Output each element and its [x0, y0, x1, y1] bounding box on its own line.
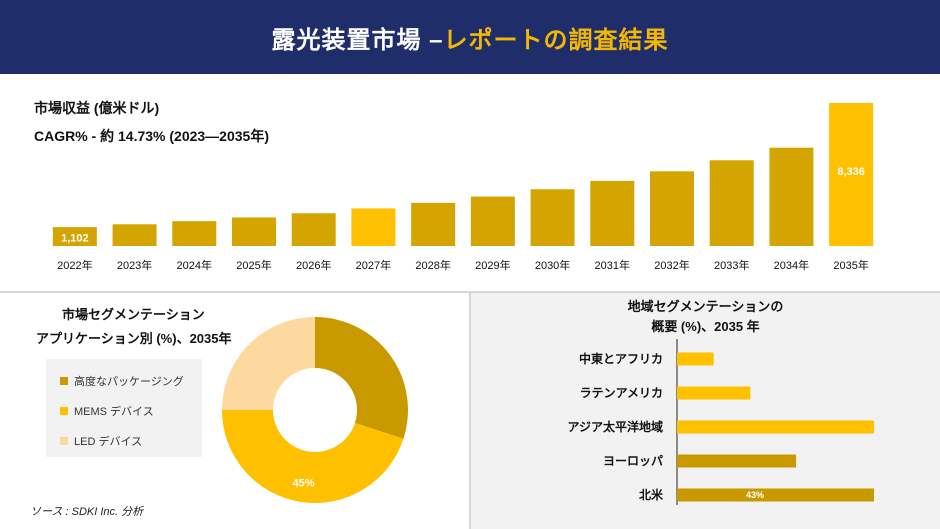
bar-2028年	[411, 202, 456, 246]
bar-data-label: 1,102	[61, 233, 89, 245]
bar-2030年	[530, 189, 575, 246]
bar-2031年	[590, 180, 635, 246]
legend-label: 高度なパッケージング	[74, 376, 184, 388]
bar-2023年	[112, 224, 157, 246]
legend-item-advanced-packaging: 高度なパッケージング	[60, 373, 184, 389]
region-title-line1: 地域セグメンテーションの	[627, 299, 784, 314]
legend-label: LED デバイス	[74, 436, 143, 448]
source-note: ソース : SDKI Inc. 分析	[30, 506, 144, 518]
bar-2035年	[829, 103, 874, 246]
legend-item-led: LED デバイス	[60, 433, 142, 449]
region-bar	[677, 352, 714, 366]
x-tick-label: 2022年	[57, 258, 92, 272]
x-tick-label: 2025年	[236, 258, 271, 272]
x-tick-label: 2031年	[595, 258, 630, 272]
bar-2034年	[769, 147, 814, 246]
x-tick-label: 2027年	[356, 258, 391, 272]
bar-data-label: 8,336	[837, 166, 865, 178]
region-bar	[677, 386, 751, 400]
legend-item-mems: MEMS デバイス	[60, 403, 154, 419]
page-title-accent: レポートの調査結果	[443, 26, 669, 54]
region-label: アジア太平洋地域	[567, 419, 663, 434]
region-label: 中東とアフリカ	[579, 351, 663, 366]
region-bar	[677, 488, 874, 502]
application-title-line2: アプリケーション別 (%)、2035年	[36, 331, 232, 346]
header-banner: 露光装置市場 – レポートの調査結果	[0, 0, 940, 74]
bar-2026年	[291, 213, 336, 246]
x-tick-label: 2034年	[774, 258, 809, 272]
horizontal-divider	[0, 291, 940, 293]
revenue-bar-chart: 2022年 1,102 2023年 2024年 2025年 2026年 2027年 2028年…	[52, 103, 874, 272]
region-bar	[677, 454, 797, 468]
page-title: 露光装置市場 –	[271, 26, 444, 54]
application-donut-chart: 45%	[222, 317, 408, 503]
region-bar	[677, 420, 874, 434]
region-label: ラテンアメリカ	[580, 386, 663, 400]
region-title-line2: 概要 (%)、2035 年	[651, 319, 760, 334]
x-tick-label: 2026年	[296, 258, 331, 272]
region-data-label: 43%	[746, 490, 764, 500]
x-tick-label: 2035年	[833, 258, 868, 272]
legend-swatch	[60, 407, 68, 415]
bar-2032年	[650, 171, 694, 246]
application-segment-panel: 市場セグメンテーション アプリケーション別 (%)、2035年 高度なパッケージ…	[0, 293, 469, 529]
region-segment-panel: 地域セグメンテーションの 概要 (%)、2035 年 中東とアフリカ ラテンアメリ…	[471, 293, 940, 529]
x-tick-label: 2024年	[177, 258, 212, 272]
x-tick-label: 2030年	[535, 258, 570, 272]
x-tick-label: 2028年	[415, 258, 450, 272]
bar-2027年	[351, 208, 396, 246]
cagr-text: CAGR% - 約 14.73% (2023—2035年)	[34, 128, 269, 144]
donut-slice	[315, 317, 408, 439]
region-label: ヨーロッパ	[603, 454, 663, 468]
slice-data-label: 45%	[292, 478, 314, 490]
legend-swatch	[60, 377, 68, 385]
legend-swatch	[60, 437, 68, 445]
x-tick-label: 2029年	[475, 258, 510, 272]
x-tick-label: 2023年	[117, 258, 152, 272]
x-tick-label: 2032年	[654, 258, 689, 272]
pie-legend: 高度なパッケージング MEMS デバイス LED デバイス	[46, 359, 202, 457]
bar-2025年	[232, 217, 276, 246]
vertical-divider	[469, 293, 471, 529]
revenue-chart-section: 市場収益 (億米ドル) CAGR% - 約 14.73% (2023—2035年…	[0, 74, 940, 290]
bar-2033年	[709, 160, 754, 246]
application-title-line1: 市場セグメンテーション	[62, 307, 205, 322]
bar-2022年	[52, 227, 97, 246]
donut-slice	[222, 410, 404, 503]
revenue-heading: 市場収益 (億米ドル)	[34, 100, 160, 116]
region-label: 北米	[639, 487, 664, 502]
bar-2029年	[470, 196, 515, 246]
donut-slice	[222, 317, 315, 410]
bar-2024年	[172, 221, 217, 246]
x-tick-label: 2033年	[714, 258, 749, 272]
legend-label: MEMS デバイス	[74, 406, 154, 418]
